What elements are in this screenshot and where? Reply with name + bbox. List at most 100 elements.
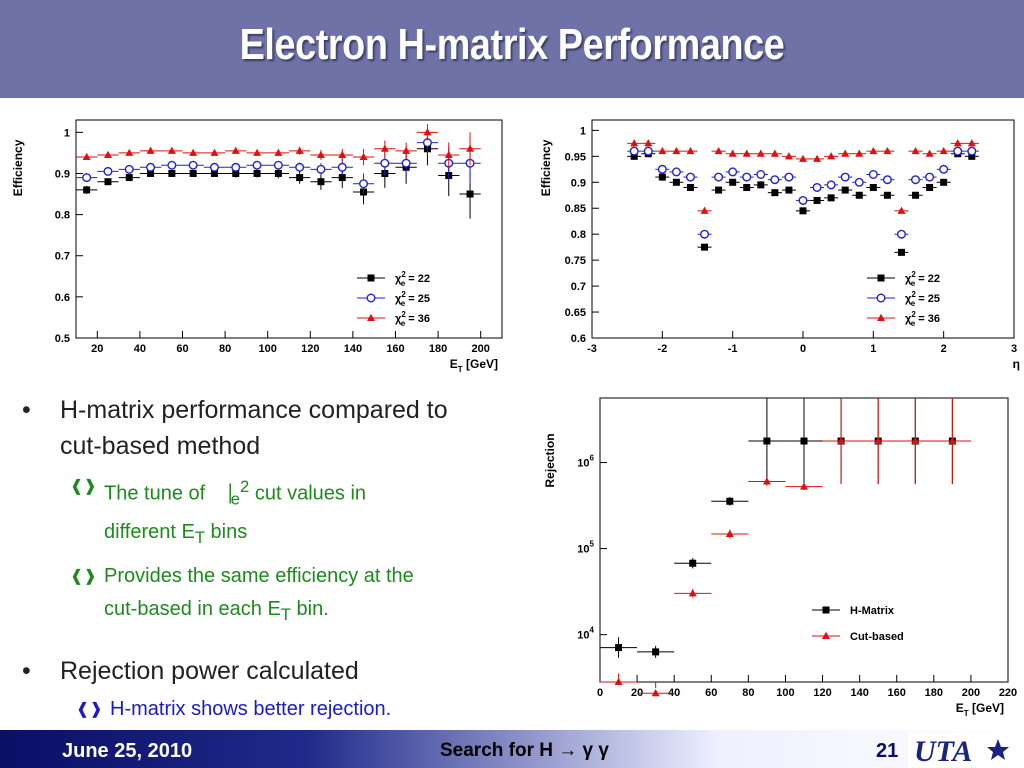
data-point [874,436,883,445]
data-point [146,146,155,154]
bullet-list: • H-matrix performance compared to cut-b… [22,392,532,726]
data-point [252,160,262,170]
efficiency-vs-eta-chart: -3 -2 -1 0 1 2 3 0.6 0.65 0.7 0.75 0.8 0.85 0.9 0.95 1 E… [530,106,1024,374]
rejection-vs-et-chart: 0 20 40 60 80 100 120 140 160 180 200 220104105106R… [540,382,1024,726]
data-point [770,175,780,185]
data-point [658,146,667,155]
data-point [883,191,891,199]
footer-talk-title: Search for H → γ γ [440,740,609,761]
data-point [841,149,850,157]
data-point [253,148,262,156]
data-point [827,194,835,202]
x-tick-label: 3 [1011,343,1017,355]
data-point [729,178,737,186]
data-point [868,169,878,179]
x-tick-label: 200 [472,343,490,355]
data-point [939,164,949,174]
data-point [672,146,681,155]
data-point [359,152,368,161]
data-point [231,146,240,154]
data-point [167,146,176,154]
data-point [103,166,113,176]
x-tick-label: 140 [344,343,362,355]
data-point [770,149,779,157]
data-point [316,164,326,174]
y-tick-label: 0.9 [571,177,586,189]
x-tick-label: 20 [91,343,103,355]
data-point [614,677,623,685]
x-tick-label: 180 [429,343,447,355]
data-point [728,149,737,157]
data-point [855,191,863,199]
x-tick-label: 0 [597,687,603,699]
data-point [813,154,822,162]
data-point [763,437,771,445]
legend-label: χ2 e = 25 [395,290,430,308]
data-point [784,152,793,160]
data-point [869,183,877,191]
data-point [771,189,779,197]
data-point [232,169,240,177]
data-point [210,148,219,156]
data-point [401,158,411,168]
data-point [967,139,976,147]
data-point [147,169,155,177]
data-point [762,477,771,485]
data-point [926,183,934,191]
legend-label: χ2 e = 36 [395,310,430,328]
legend-label: χ2 e = 22 [395,270,430,288]
data-point [380,158,390,168]
footer-bar [0,730,1024,768]
y-tick-label: 0.8 [571,229,586,241]
y-tick-label: 0.6 [571,333,586,345]
series-3 [627,139,979,214]
y-tick-label: 1 [64,127,70,139]
data-point [338,174,346,182]
series-2 [600,398,971,697]
data-point [798,195,808,205]
data-point [948,436,957,445]
logo-text: UTA [914,735,972,767]
data-point [629,146,639,156]
x-tick-label: 80 [742,687,754,699]
data-point [742,149,751,157]
data-point [953,139,962,147]
data-point [615,644,623,652]
legend-label: χ2 e = 36 [905,310,940,328]
data-point [466,144,475,152]
data-point [630,139,639,147]
bullet-marker: • [22,656,31,685]
data-point [841,186,849,194]
data-point [82,173,92,183]
y-tick-label: 0.85 [565,203,586,215]
data-point [883,146,892,155]
data-point [896,229,906,239]
y-tick-label: 0.6 [55,292,70,304]
legend-label: Cut-based [850,631,904,643]
data-point [686,183,694,191]
data-point [103,150,112,158]
legend-marker [367,313,375,321]
plot-frame [75,119,503,339]
x-tick-label: 180 [925,687,943,699]
sub-bullet-item: ❰❱ Provides the same efficiency at the c… [22,560,532,631]
x-tick-label: 60 [176,343,188,355]
data-point [337,162,347,172]
y-tick-label: 1 [580,125,586,137]
x-tick-label: 120 [813,687,831,699]
data-point [714,146,723,155]
data-point [423,128,432,136]
efficiency-vs-et-chart: 20 40 60 80 100 120 140 160 180 200 0.5 0.6 0.7 0.8 0.… [2,106,542,374]
bullet-text-cont: cut-based method [60,432,261,460]
slide-title: Electron H-matrix Performance [239,20,785,69]
data-point [911,175,921,185]
x-tick-label: 120 [301,343,319,355]
data-point [338,150,347,158]
data-point [253,169,261,177]
legend-label: H-Matrix [850,605,895,617]
data-point [882,175,892,185]
x-tick-label: 160 [888,687,906,699]
data-point [688,589,697,597]
data-point [685,172,695,182]
data-point [813,196,821,204]
